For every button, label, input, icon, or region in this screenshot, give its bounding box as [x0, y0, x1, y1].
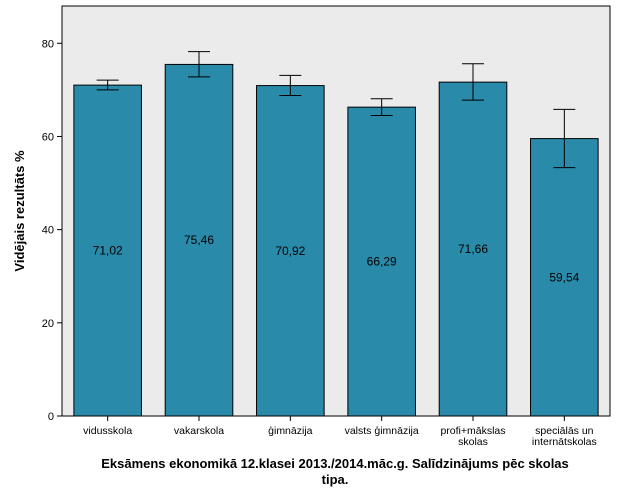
plot-area: [61, 5, 611, 417]
y-tick-label: 80: [42, 38, 54, 50]
x-tick-label: valsts ģimnāzija: [345, 424, 419, 437]
x-tick-label: speciālās un: [535, 425, 594, 437]
y-tick-label: 60: [42, 131, 54, 143]
bars: 71,02 75,46 70,92 66,29 71,66 59,54: [73, 51, 599, 417]
bar: [347, 106, 416, 417]
x-tick-label: ģimnāzija: [268, 424, 313, 437]
data-label: 71,66: [458, 242, 488, 256]
bar: [256, 85, 325, 417]
data-label: 71,02: [93, 244, 123, 258]
x-tick-label: skolas: [458, 436, 488, 448]
chart-title: Eksāmens ekonomikā 12.klasei 2013./2014.…: [50, 456, 620, 488]
bar: [530, 138, 599, 417]
x-tick-label: vakarskola: [174, 425, 224, 437]
y-axis: 0 20 40 60 80: [42, 38, 62, 423]
x-axis-labels: vidusskola vakarskola ģimnāzija valsts ģimn…: [83, 416, 597, 448]
bar: [164, 63, 234, 417]
data-label: 70,92: [275, 244, 305, 258]
chart-title-line-1: Eksāmens ekonomikā 12.klasei 2013./2014.…: [101, 456, 569, 471]
bar: [73, 84, 142, 417]
y-tick-label: 0: [48, 411, 54, 423]
y-tick-label: 40: [42, 225, 54, 237]
chart-title-line-2: tipa.: [321, 472, 349, 487]
data-label: 75,46: [184, 233, 214, 247]
data-label: 66,29: [367, 255, 397, 269]
x-tick-label: profi+mākslas: [440, 425, 505, 437]
y-axis-title: Vidējais rezultāts %: [12, 150, 27, 272]
x-tick-label: vidusskola: [83, 425, 132, 437]
x-tick-label: internātskolas: [532, 436, 597, 448]
y-tick-label: 20: [42, 318, 54, 330]
data-label: 59,54: [549, 270, 579, 284]
